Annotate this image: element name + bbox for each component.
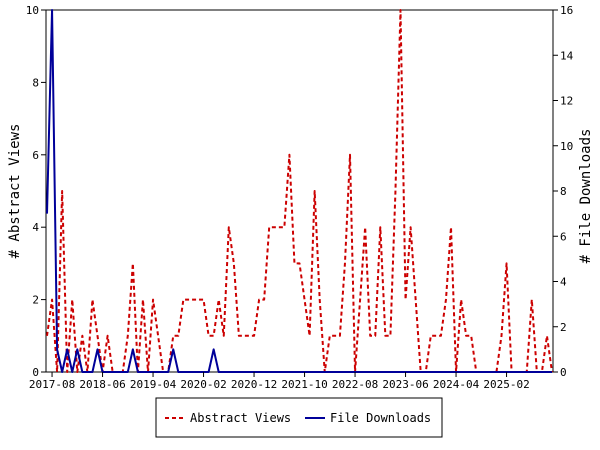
left-tick-label: 4: [32, 221, 39, 234]
legend: Abstract Views File Downloads: [155, 397, 443, 438]
right-tick-label: 6: [560, 230, 567, 243]
left-tick-label: 2: [32, 294, 39, 307]
left-tick-label: 0: [32, 366, 39, 379]
right-tick-label: 2: [560, 321, 567, 334]
plot-area-frame: [45, 9, 554, 373]
legend-label-file-downloads: File Downloads: [330, 411, 431, 425]
right-tick-label: 8: [560, 185, 567, 198]
series-line-file-downloads: [46, 9, 552, 373]
x-tick-label: 2021-10: [281, 378, 327, 391]
x-tick-label: 2018-06: [79, 378, 125, 391]
x-tick-label: 2022-08: [332, 378, 378, 391]
x-tick-label: 2020-12: [231, 378, 277, 391]
left-tick-label: 6: [32, 149, 39, 162]
right-tick-label: 16: [560, 4, 573, 17]
left-axis-title: # Abstract Views: [7, 124, 23, 259]
x-axis-ticks: 2017-08 2018-06 2019-04 2020-02 2020-12 2021-…: [29, 372, 530, 391]
x-tick-label: 2025-02: [483, 378, 529, 391]
right-axis-title: # File Downloads: [578, 129, 594, 264]
right-tick-label: 12: [560, 95, 573, 108]
x-tick-label: 2024-04: [433, 378, 480, 391]
right-tick-label: 14: [560, 49, 574, 62]
legend-box: [155, 397, 443, 438]
x-tick-label: 2023-06: [382, 378, 428, 391]
left-tick-label: 8: [32, 76, 39, 89]
x-tick-label: 2017-08: [29, 378, 75, 391]
right-axis-ticks: 0 2 4 6 8 10 12 14 16: [553, 4, 574, 379]
right-tick-label: 10: [560, 140, 573, 153]
x-tick-label: 2019-04: [130, 378, 177, 391]
right-tick-label: 0: [560, 366, 567, 379]
series-line-abstract-views: [46, 9, 553, 373]
legend-label-abstract-views: Abstract Views: [190, 411, 291, 425]
x-tick-label: 2020-02: [180, 378, 226, 391]
left-tick-label: 10: [26, 4, 39, 17]
right-tick-label: 4: [560, 276, 567, 289]
left-axis-ticks: 0 2 4 6 8 10: [26, 4, 46, 379]
series-layer: [46, 9, 553, 373]
